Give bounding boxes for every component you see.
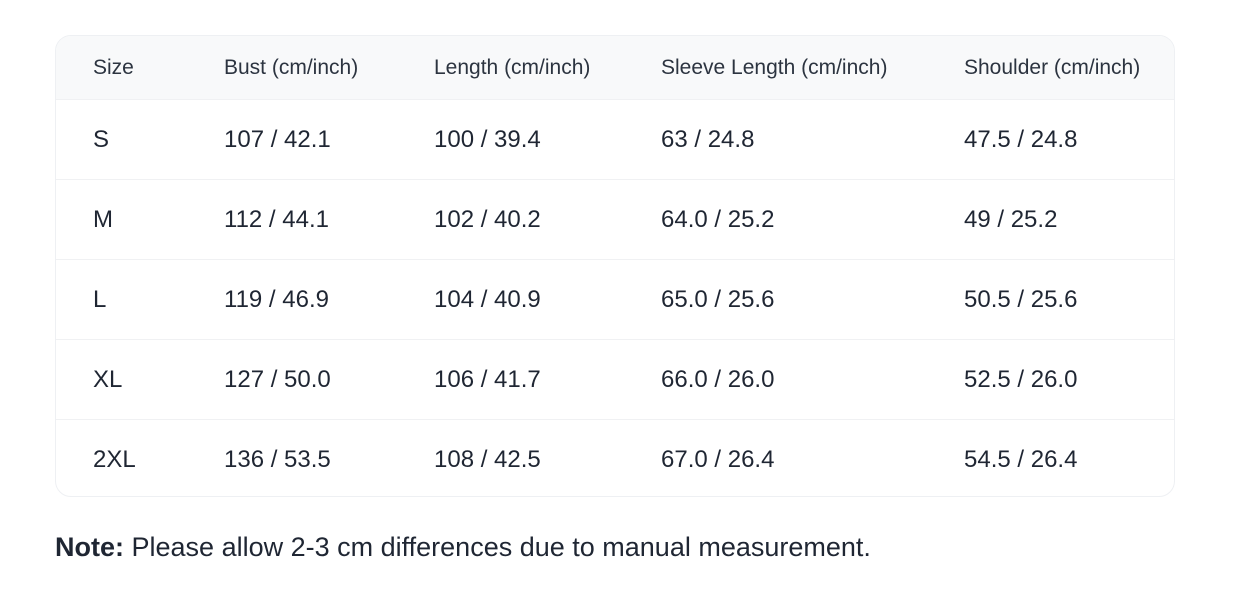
header-cell: Length (cm/inch) <box>434 55 591 79</box>
table-cell: 63 / 24.8 <box>661 125 755 153</box>
table-cell: 66.0 / 26.0 <box>661 365 775 393</box>
table-cell: 52.5 / 26.0 <box>964 365 1078 393</box>
table-cell: 102 / 40.2 <box>434 205 541 233</box>
header-cell: Sleeve Length (cm/inch) <box>661 55 888 79</box>
table-row: L 119 / 46.9 104 / 40.9 65.0 / 25.6 50.5 / 2… <box>56 259 1174 339</box>
table-row: XL 127 / 50.0 106 / 41.7 66.0 / 26.0 52.5 / … <box>56 339 1174 419</box>
table-cell: 54.5 / 26.4 <box>964 445 1078 473</box>
size-table: Size Bust (cm/inch) Length (cm/inch) Sleeve… <box>55 35 1175 497</box>
table-cell: 108 / 42.5 <box>434 445 541 473</box>
table-cell: 119 / 46.9 <box>224 285 329 313</box>
note-text: Please allow 2-3 cm differences due to m… <box>131 532 871 562</box>
table-cell: L <box>93 285 107 313</box>
table-cell: 100 / 39.4 <box>434 125 541 153</box>
table-cell: XL <box>93 365 123 393</box>
table-cell: 112 / 44.1 <box>224 205 329 233</box>
table-row: S 107 / 42.1 100 / 39.4 63 / 24.8 47.5 / 24.… <box>56 99 1174 179</box>
table-cell: 127 / 50.0 <box>224 365 331 393</box>
table-cell: S <box>93 125 110 153</box>
table-cell: 64.0 / 25.2 <box>661 205 775 233</box>
header-cell: Bust (cm/inch) <box>224 55 359 79</box>
table-cell: 50.5 / 25.6 <box>964 285 1078 313</box>
table-cell: 104 / 40.9 <box>434 285 541 313</box>
table-cell: 107 / 42.1 <box>224 125 331 153</box>
note-label: Note: <box>55 532 124 562</box>
header-row: Size Bust (cm/inch) Length (cm/inch) Sleeve… <box>56 36 1174 99</box>
table-cell: 106 / 41.7 <box>434 365 541 393</box>
header-cell: Shoulder (cm/inch) <box>964 55 1141 79</box>
table-cell: 136 / 53.5 <box>224 445 331 473</box>
note: Note: Please allow 2-3 cm differences du… <box>55 532 871 563</box>
table-cell: M <box>93 205 113 233</box>
table-cell: 49 / 25.2 <box>964 205 1058 233</box>
table-cell: 65.0 / 25.6 <box>661 285 775 313</box>
table-cell: 67.0 / 26.4 <box>661 445 775 473</box>
table-row: 2XL 136 / 53.5 108 / 42.5 67.0 / 26.4 54.5 /… <box>56 419 1174 496</box>
table-cell: 47.5 / 24.8 <box>964 125 1078 153</box>
header-cell: Size <box>93 55 134 79</box>
table-cell: 2XL <box>93 445 136 473</box>
table-row: M 112 / 44.1 102 / 40.2 64.0 / 25.2 49 / 25.… <box>56 179 1174 259</box>
